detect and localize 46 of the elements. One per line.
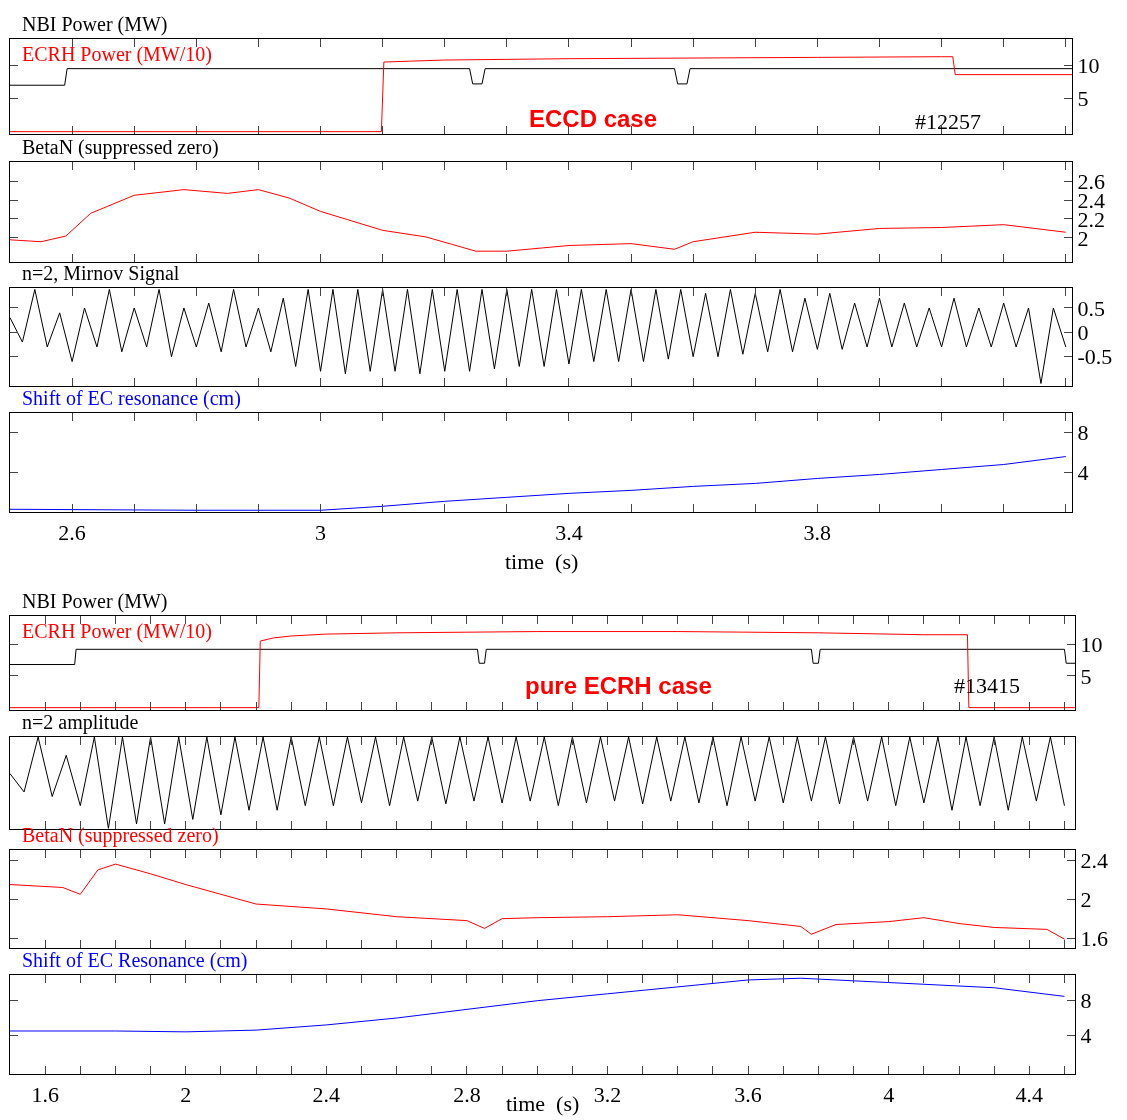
- line-series: [10, 863, 1065, 940]
- y-tick-label: 4: [1080, 1023, 1092, 1049]
- x-tick-label: 2.4: [312, 1081, 341, 1107]
- text: Shift of EC Resonance (cm): [22, 949, 248, 972]
- y-tick-label: 1.6: [1080, 925, 1108, 951]
- text: ECRH Power (MW/10): [22, 620, 212, 643]
- x-tick-label: 4.4: [1015, 1081, 1044, 1107]
- y-tick-label: -0.5: [1077, 344, 1113, 370]
- y-tick-label: 8: [1080, 988, 1092, 1014]
- annotation: #12257: [915, 109, 981, 134]
- x-axis-title: time (s): [505, 549, 579, 574]
- x-tick-label: 1.6: [31, 1081, 59, 1107]
- x-tick-label: 3.4: [555, 519, 583, 545]
- y-tick-label: 2.6: [1077, 168, 1105, 194]
- y-tick-label: 0.5: [1077, 295, 1105, 321]
- x-tick-label: 2.6: [58, 519, 86, 545]
- x-tick-label: 3.2: [593, 1081, 622, 1107]
- x-tick-label: 3: [315, 519, 327, 545]
- y-tick-label: 5: [1077, 86, 1089, 112]
- x-tick-label: 3.8: [803, 519, 832, 545]
- chart-title: BetaN (suppressed zero): [22, 136, 219, 159]
- text: ECRH Power (MW/10): [22, 43, 212, 66]
- y-tick-label: 10: [1080, 631, 1103, 657]
- x-tick-label: 3.6: [734, 1081, 762, 1107]
- line-series: [10, 456, 1067, 511]
- chart-title: n=2, Mirnov Signal: [22, 262, 180, 285]
- annotation: ECCD case: [529, 105, 658, 132]
- series-label: NBI Power (MW): [22, 13, 168, 36]
- y-tick-label: 2.4: [1080, 847, 1108, 873]
- y-tick-label: 10: [1077, 53, 1100, 79]
- series-label: NBI Power (MW): [22, 590, 168, 613]
- x-tick-label: 2: [180, 1081, 192, 1107]
- x-axis-title: time (s): [506, 1091, 580, 1116]
- y-tick-label: 0: [1077, 320, 1089, 346]
- y-tick-label: 8: [1077, 420, 1089, 446]
- y-tick-label: 2: [1080, 886, 1092, 912]
- line-series: [10, 977, 1065, 1033]
- annotation: pure ECRH case: [525, 672, 712, 699]
- x-tick-label: 4: [883, 1081, 895, 1107]
- y-tick-label: 5: [1080, 663, 1092, 689]
- y-tick-label: 4: [1077, 460, 1089, 486]
- text: Shift of EC resonance (cm): [22, 387, 241, 410]
- line-series: [10, 189, 1067, 252]
- x-tick-label: 2.8: [453, 1081, 481, 1107]
- series-label: BetaN (suppressed zero): [22, 824, 219, 847]
- chart-title: n=2 amplitude: [22, 711, 139, 734]
